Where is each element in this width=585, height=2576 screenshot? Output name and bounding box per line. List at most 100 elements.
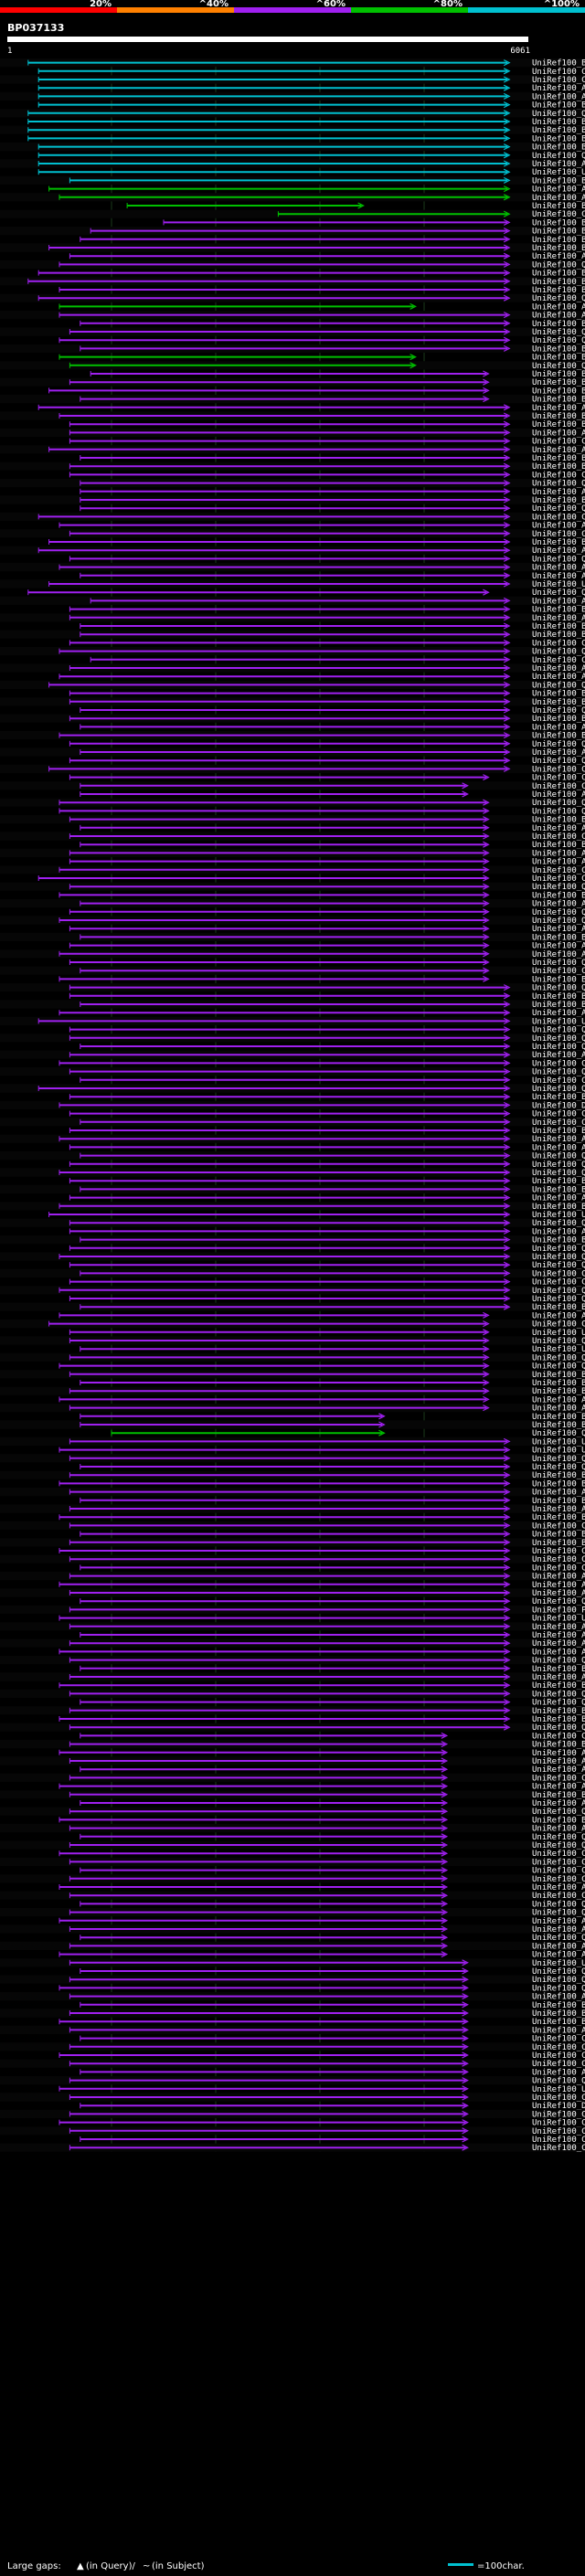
hit-label[interactable]: UniRef100_C1S0R1: [532, 1547, 585, 1556]
hit-label[interactable]: UniRef100_A7P5G6: [532, 160, 585, 169]
hit-label[interactable]: UniRef100_B9K962: [532, 1093, 585, 1102]
hit-label[interactable]: UniRef100_Q2R6A1: [532, 799, 585, 808]
hit-label[interactable]: UniRef100_A3MTN2: [532, 1765, 585, 1775]
hit-label[interactable]: UniRef100_A3PIS1: [532, 1227, 585, 1236]
hit-label[interactable]: UniRef100_Q4FMD5: [532, 1261, 585, 1270]
hit-label[interactable]: UniRef100_Q7V6V9: [532, 260, 585, 270]
hit-label[interactable]: UniRef100_Q0GST5: [532, 706, 585, 716]
hit-label[interactable]: UniRef100_Q6AF81: [532, 1337, 585, 1346]
hit-label[interactable]: UniRef100_B9M5Y7: [532, 454, 585, 463]
hit-label[interactable]: UniRef100_A4G128: [532, 1783, 585, 1792]
hit-label[interactable]: UniRef100_UP1000...: [532, 1437, 585, 1447]
hit-label[interactable]: UniRef100_A9FQ73: [532, 849, 585, 858]
hit-label[interactable]: UniRef100_A4E361: [532, 614, 585, 623]
hit-label[interactable]: UniRef100_C7LVS8: [532, 2110, 585, 2119]
hit-label[interactable]: UniRef100_A5QU02: [532, 1825, 585, 1834]
hit-label[interactable]: UniRef100_A3QHV5: [532, 1505, 585, 1514]
hit-label[interactable]: UniRef100_B5IAC2: [532, 1421, 585, 1430]
hit-label[interactable]: UniRef100_C3PV99: [532, 765, 585, 774]
hit-label[interactable]: UniRef100_B0LE17: [532, 236, 585, 245]
hit-label[interactable]: UniRef100_A4BR25: [532, 673, 585, 682]
hit-label[interactable]: UniRef100_B4VSW0: [532, 354, 585, 363]
hit-label[interactable]: UniRef100_C6MPQ3: [532, 471, 585, 480]
hit-label[interactable]: UniRef100_A4IIC7: [532, 2026, 585, 2035]
hit-label[interactable]: UniRef100_C6T812: [532, 76, 585, 85]
hit-label[interactable]: UniRef100_B1WXY5: [532, 345, 585, 354]
hit-label[interactable]: UniRef100_B7WB66: [532, 1127, 585, 1136]
hit-label[interactable]: UniRef100_C4VDY0: [532, 1732, 585, 1741]
hit-label[interactable]: UniRef100_Q1Q3Y7: [532, 555, 585, 564]
hit-label[interactable]: UniRef100_A9WNB4: [532, 1917, 585, 1926]
hit-label[interactable]: UniRef100_Q59696: [532, 1597, 585, 1606]
hit-label[interactable]: UniRef100_B8E3E0: [532, 891, 585, 900]
hit-label[interactable]: UniRef100_C1ZHH6: [532, 2051, 585, 2061]
hit-label[interactable]: UniRef100_C9KQ27: [532, 1059, 585, 1068]
hit-label[interactable]: UniRef100_A3ZJQ0: [532, 1009, 585, 1018]
hit-label[interactable]: UniRef100_Q3ZEZ9: [532, 757, 585, 766]
hit-label[interactable]: UniRef100_B5VZR8: [532, 396, 585, 405]
hit-label[interactable]: UniRef100_A8FUB9: [532, 2068, 585, 2077]
hit-label[interactable]: UniRef100_B0A8F7: [532, 841, 585, 850]
hit-label[interactable]: UniRef100_B7K2C7: [532, 320, 585, 329]
hit-label[interactable]: UniRef100_C2FW63: [532, 1118, 585, 1128]
hit-label[interactable]: UniRef100_A0ZDD3: [532, 252, 585, 261]
hit-label[interactable]: UniRef100_Q31ES6: [532, 1362, 585, 1372]
hit-label[interactable]: UniRef100_Q8KDS8: [532, 588, 585, 598]
hit-label[interactable]: UniRef100_Q74HX9: [532, 504, 585, 514]
hit-label[interactable]: UniRef100_D0CZU5: [532, 2102, 585, 2111]
hit-label[interactable]: UniRef100_A9EG27: [532, 1051, 585, 1060]
hit-label[interactable]: UniRef100_Q5NPE7: [532, 1934, 585, 1943]
hit-label[interactable]: UniRef100_B5EJ03: [532, 1471, 585, 1480]
hit-label[interactable]: UniRef100_A4E366: [532, 1194, 585, 1203]
hit-label[interactable]: UniRef100_B3E1Y0: [532, 1741, 585, 1750]
hit-label[interactable]: UniRef100_Q9HEG1: [532, 110, 585, 119]
hit-label[interactable]: UniRef100_A0Q8L2: [532, 1573, 585, 1582]
hit-label[interactable]: UniRef100_B3EQL5: [532, 975, 585, 984]
hit-label[interactable]: UniRef100_Q34W33: [532, 1455, 585, 1464]
hit-label[interactable]: UniRef100_Q1MR41: [532, 1657, 585, 1666]
hit-label[interactable]: UniRef100_B6U1Y5: [532, 118, 585, 127]
hit-label[interactable]: UniRef100_C6FPP2: [532, 1076, 585, 1086]
hit-label[interactable]: UniRef100_C0CKF7: [532, 782, 585, 791]
hit-label[interactable]: UniRef100_Q2SZY3: [532, 1253, 585, 1262]
hit-label[interactable]: UniRef100_B5IL08: [532, 1185, 585, 1194]
hit-label[interactable]: UniRef100_B5J4C4: [532, 606, 585, 615]
hit-label[interactable]: UniRef100_UP1000...: [532, 168, 585, 177]
hit-label[interactable]: UniRef100_Q3J3Y7: [532, 1807, 585, 1817]
hit-label[interactable]: UniRef100_Q3AQP0: [532, 959, 585, 968]
hit-label[interactable]: UniRef100_Q64KY4: [532, 1353, 585, 1362]
hit-label[interactable]: UniRef100_Q1DQZ0: [532, 1043, 585, 1052]
hit-label[interactable]: UniRef100_C6WVT0: [532, 2043, 585, 2052]
hit-label[interactable]: UniRef100_Q1Q2B6: [532, 1026, 585, 1035]
hit-label[interactable]: UniRef100_B9MQF8: [532, 244, 585, 253]
hit-label[interactable]: UniRef100_B7KK79: [532, 412, 585, 421]
hit-label[interactable]: UniRef100_A4BQS8: [532, 942, 585, 951]
hit-label[interactable]: UniRef100_D0CIV2: [532, 1101, 585, 1110]
hit-label[interactable]: UniRef100_UP1000...: [532, 1345, 585, 1354]
hit-label[interactable]: UniRef100_A3IWZ8: [532, 302, 585, 312]
hit-label[interactable]: UniRef100_B7KDB2: [532, 420, 585, 429]
hit-label[interactable]: UniRef100_Q5G3L0: [532, 1068, 585, 1077]
hit-label[interactable]: UniRef100_B3QCY6: [532, 816, 585, 825]
hit-label[interactable]: UniRef100_B7KD21: [532, 1177, 585, 1186]
hit-label[interactable]: UniRef100_Q5E1E1: [532, 1690, 585, 1699]
hit-label[interactable]: UniRef100_B5K9L4: [532, 715, 585, 724]
hit-label[interactable]: UniRef100_Q1K209: [532, 1723, 585, 1733]
hit-label[interactable]: UniRef100_B4B4H1: [532, 370, 585, 379]
hit-label[interactable]: UniRef100_Q7V2L2: [532, 740, 585, 749]
hit-label[interactable]: UniRef100_B9XLF2: [532, 538, 585, 547]
hit-label[interactable]: UniRef100_A0LMJ1: [532, 564, 585, 573]
hit-label[interactable]: UniRef100_B9S8Q2: [532, 202, 585, 211]
hit-label[interactable]: UniRef100_B0VC58: [532, 1387, 585, 1396]
hit-label[interactable]: UniRef100_C1XVH1: [532, 1564, 585, 1573]
hit-label[interactable]: UniRef100_B7LBL1: [532, 1001, 585, 1010]
hit-label[interactable]: UniRef100_A4A164: [532, 1405, 585, 1414]
hit-label[interactable]: UniRef100_Q9J7T7: [532, 681, 585, 690]
hit-label[interactable]: UniRef100_B7GYU1: [532, 1371, 585, 1380]
hit-label[interactable]: UniRef100_C7MA69: [532, 1892, 585, 1901]
hit-label[interactable]: UniRef100_B1SEY0: [532, 992, 585, 1002]
hit-label[interactable]: UniRef100_C7MFH6: [532, 656, 585, 665]
hit-label[interactable]: UniRef100_A6Q8Y3: [532, 1673, 585, 1682]
hit-label[interactable]: UniRef100_A1BF84: [532, 824, 585, 833]
hit-label[interactable]: UniRef100_A6ZPR3: [532, 1589, 585, 1598]
